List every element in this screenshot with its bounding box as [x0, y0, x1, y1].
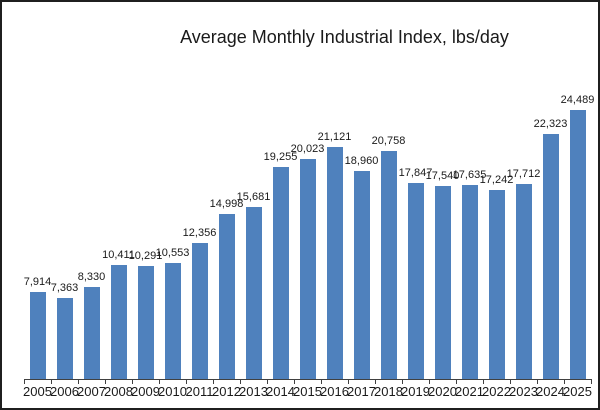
axis-tick: [186, 379, 187, 384]
bar-value-label: 15,681: [236, 191, 271, 203]
bar-value-label: 7,914: [23, 276, 52, 288]
bar-2017: [353, 171, 370, 379]
axis-tick: [321, 379, 322, 384]
x-axis-label: 2016: [320, 384, 349, 399]
bar-2019: [407, 183, 424, 379]
axis-tick: [51, 379, 52, 384]
bar-2006: [56, 298, 73, 379]
x-axis-label: 2019: [401, 384, 430, 399]
x-axis-label: 2008: [104, 384, 133, 399]
x-axis-line: [24, 379, 592, 380]
bar-2023: [515, 184, 532, 379]
axis-tick: [402, 379, 403, 384]
x-axis-label: 2005: [23, 384, 52, 399]
axis-tick: [456, 379, 457, 384]
bar-2008: [110, 265, 127, 379]
bar-2025: [569, 110, 586, 379]
axis-tick: [78, 379, 79, 384]
axis-tick: [24, 379, 25, 384]
x-axis-label: 2021: [455, 384, 484, 399]
x-axis-label: 2006: [50, 384, 79, 399]
x-axis-label: 2018: [374, 384, 403, 399]
bar-value-label: 10,411: [102, 249, 135, 261]
bar-2024: [542, 134, 559, 379]
bar-value-label: 17,242: [479, 174, 514, 186]
bar-2009: [137, 266, 154, 379]
axis-tick: [240, 379, 241, 384]
x-axis-label: 2025: [563, 384, 592, 399]
bar-2013: [245, 207, 262, 379]
bar-value-label: 10,291: [128, 250, 163, 262]
chart-title: Average Monthly Industrial Index, lbs/da…: [180, 27, 509, 47]
bar-value-label: 10,553: [155, 247, 190, 259]
bar-2011: [191, 243, 208, 379]
x-axis-label: 2020: [428, 384, 457, 399]
axis-tick: [591, 379, 592, 384]
bar-value-label: 21,121: [317, 131, 352, 143]
axis-tick: [564, 379, 565, 384]
bar-value-label: 8,330: [77, 271, 106, 283]
x-axis-label: 2007: [77, 384, 106, 399]
axis-tick: [213, 379, 214, 384]
bar-value-label: 19,255: [263, 151, 298, 163]
axis-tick: [483, 379, 484, 384]
x-axis-label: 2013: [239, 384, 268, 399]
bar-value-label: 24,489: [560, 94, 595, 106]
axis-tick: [132, 379, 133, 384]
axis-tick: [348, 379, 349, 384]
axis-tick: [159, 379, 160, 384]
bar-value-label: 17,540: [425, 170, 460, 182]
x-axis-label: 2023: [509, 384, 538, 399]
axis-tick: [105, 379, 106, 384]
bar-2015: [299, 159, 316, 379]
x-axis-label: 2011: [185, 384, 214, 399]
bar-value-label: 20,023: [290, 143, 325, 155]
axis-tick: [375, 379, 376, 384]
axis-tick: [429, 379, 430, 384]
x-axis-label: 2022: [482, 384, 511, 399]
bar-2010: [164, 263, 181, 379]
x-axis-label: 2010: [158, 384, 187, 399]
x-axis-label: 2017: [347, 384, 376, 399]
axis-tick: [267, 379, 268, 384]
bar-2014: [272, 167, 289, 379]
x-axis-label: 2024: [536, 384, 565, 399]
bar-value-label: 14,998: [209, 198, 244, 210]
bar-value-label: 20,758: [371, 135, 406, 147]
bar-value-label: 17,635: [452, 169, 487, 181]
bar-2022: [488, 190, 505, 379]
x-axis-label: 2014: [266, 384, 295, 399]
x-axis-label: 2012: [212, 384, 241, 399]
axis-tick: [537, 379, 538, 384]
x-axis-label: 2009: [131, 384, 160, 399]
bar-value-label: 17,847: [398, 167, 433, 179]
x-axis-label: 2015: [293, 384, 322, 399]
bar-value-label: 12,356: [182, 227, 217, 239]
bar-2007: [83, 287, 100, 379]
bar-2018: [380, 151, 397, 379]
bar-value-label: 7,363: [50, 282, 79, 294]
bar-2005: [29, 292, 46, 379]
bar-2020: [434, 186, 451, 379]
axis-tick: [294, 379, 295, 384]
axis-tick: [510, 379, 511, 384]
bar-value-label: 17,712: [506, 168, 541, 180]
bar-2016: [326, 147, 343, 379]
bar-2012: [218, 214, 235, 379]
bar-2021: [461, 185, 478, 379]
bar-value-label: 22,323: [533, 118, 568, 130]
bar-value-label: 18,960: [344, 155, 379, 167]
